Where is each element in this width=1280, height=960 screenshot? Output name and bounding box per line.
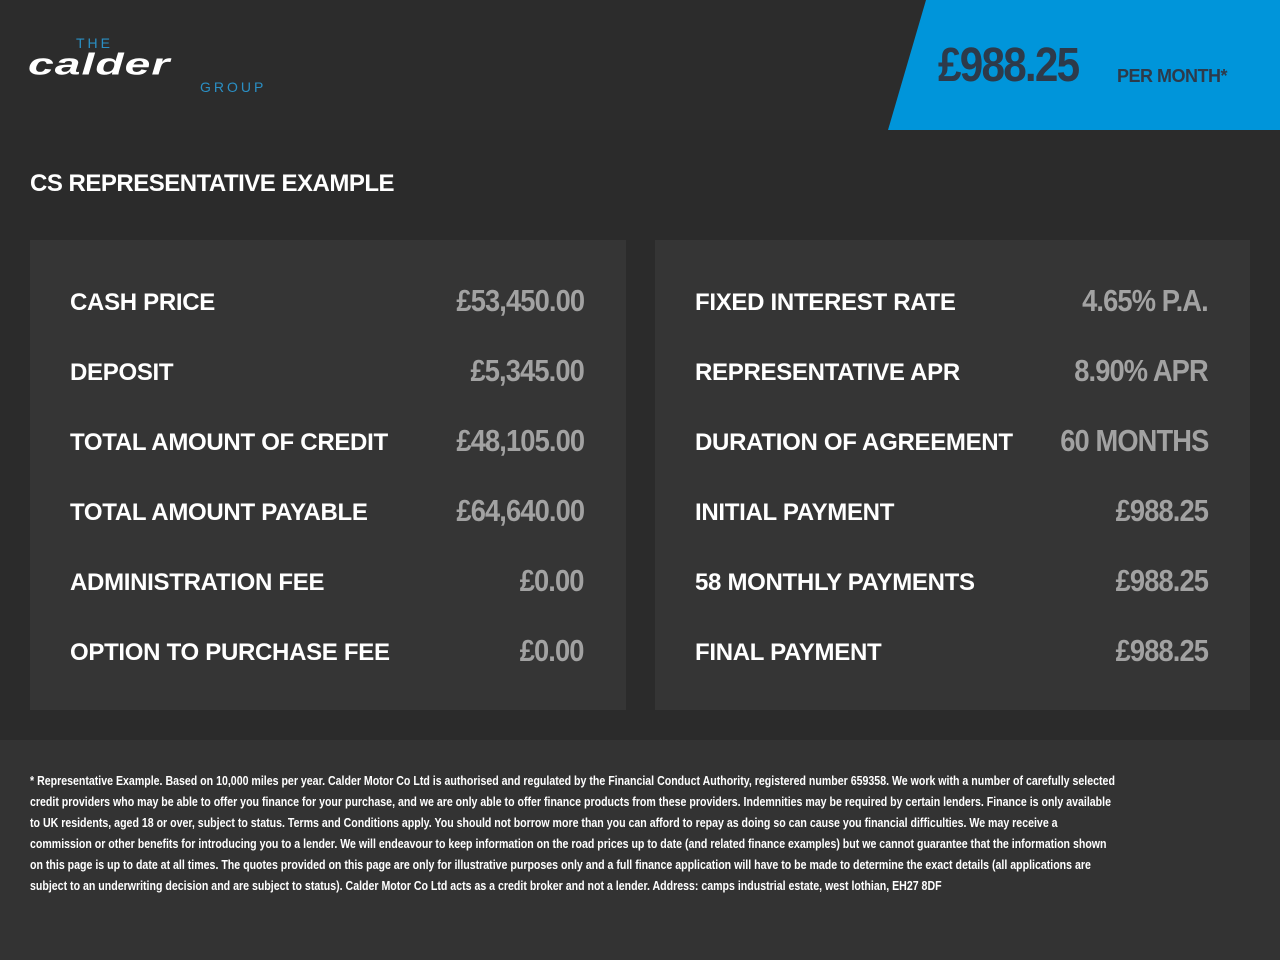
finance-label: CASH PRICE — [70, 289, 216, 316]
finance-label: TOTAL AMOUNT OF CREDIT — [70, 429, 388, 456]
finance-label: INITIAL PAYMENT — [695, 499, 895, 526]
finance-label: 58 MONTHLY PAYMENTS — [695, 569, 975, 596]
finance-label: REPRESENTATIVE APR — [695, 359, 960, 386]
finance-row: TOTAL AMOUNT OF CREDIT £48,105.00 — [30, 415, 626, 485]
finance-row: CASH PRICE £53,450.00 — [30, 275, 626, 345]
finance-row: 58 MONTHLY PAYMENTS £988.25 — [655, 555, 1250, 625]
finance-value: 60 MONTHS — [1059, 423, 1209, 458]
finance-row: INITIAL PAYMENT £988.25 — [655, 485, 1250, 555]
footer: * Representative Example. Based on 10,00… — [0, 740, 1280, 960]
svg-text:GROUP: GROUP — [200, 79, 266, 95]
finance-value: £53,450.00 — [456, 283, 585, 318]
finance-row: TOTAL AMOUNT PAYABLE £64,640.00 — [30, 485, 626, 555]
disclaimer-text: * Representative Example. Based on 10,00… — [30, 773, 1115, 893]
finance-row: REPRESENTATIVE APR 8.90% APR — [655, 345, 1250, 415]
finance-label: DEPOSIT — [70, 359, 174, 386]
finance-value: £988.25 — [1115, 563, 1209, 598]
finance-label: OPTION TO PURCHASE FEE — [70, 639, 390, 666]
svg-text:THE: THE — [76, 35, 113, 51]
finance-row: ADMINISTRATION FEE £0.00 — [30, 555, 626, 625]
finance-row: FINAL PAYMENT £988.25 — [655, 625, 1250, 695]
monthly-price-banner: £988.25 PER MONTH* — [888, 0, 1280, 130]
finance-label: FINAL PAYMENT — [695, 639, 882, 666]
header: THE calder GROUP £988.25 PER MONTH* — [0, 0, 1280, 130]
left-finance-panel: CASH PRICE £53,450.00 DEPOSIT £5,345.00 TOTA… — [30, 240, 626, 710]
finance-label: ADMINISTRATION FEE — [70, 569, 325, 596]
finance-row: DEPOSIT £5,345.00 — [30, 345, 626, 415]
finance-value: £988.25 — [1115, 493, 1209, 528]
finance-value: £0.00 — [520, 633, 585, 668]
svg-text:calder: calder — [28, 47, 173, 82]
page-title: CS REPRESENTATIVE EXAMPLE — [30, 170, 395, 197]
finance-row: OPTION TO PURCHASE FEE £0.00 — [30, 625, 626, 695]
finance-value: £5,345.00 — [470, 353, 585, 388]
finance-value: £64,640.00 — [456, 493, 585, 528]
finance-value: £988.25 — [1115, 633, 1209, 668]
right-finance-panel: FIXED INTEREST RATE 4.65% P.A. REPRESENTAT… — [655, 240, 1250, 710]
finance-value: 8.90% APR — [1074, 353, 1208, 388]
finance-value: £48,105.00 — [456, 423, 585, 458]
per-month-label: PER MONTH* — [1117, 66, 1228, 86]
finance-label: TOTAL AMOUNT PAYABLE — [70, 499, 368, 526]
monthly-price: £988.25 — [938, 39, 1080, 92]
finance-label: DURATION OF AGREEMENT — [695, 429, 1013, 456]
finance-row: DURATION OF AGREEMENT 60 MONTHS — [655, 415, 1250, 485]
finance-label: FIXED INTEREST RATE — [695, 289, 956, 316]
finance-value: £0.00 — [520, 563, 585, 598]
calder-group-logo[interactable]: THE calder GROUP — [28, 34, 288, 96]
finance-value: 4.65% P.A. — [1082, 283, 1209, 318]
finance-row: FIXED INTEREST RATE 4.65% P.A. — [655, 275, 1250, 345]
